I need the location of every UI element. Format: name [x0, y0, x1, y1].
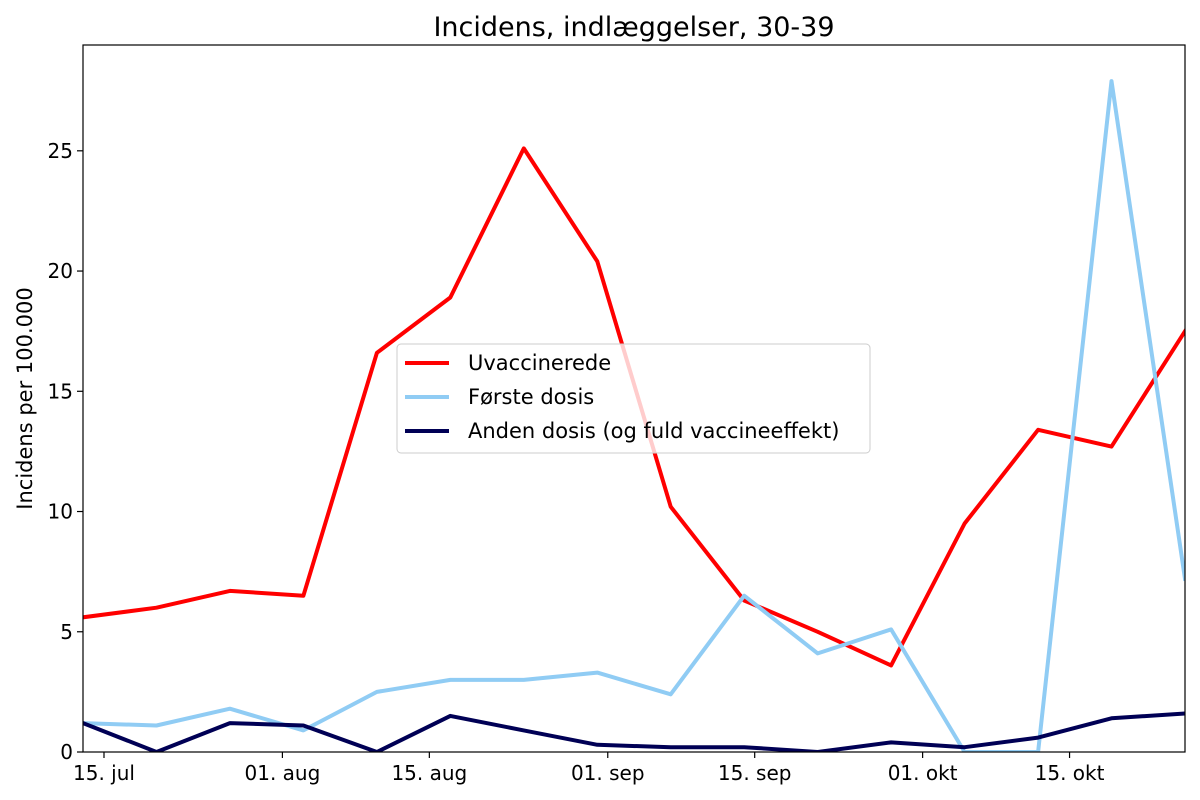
y-tick-label: 5 [60, 620, 73, 644]
series-line-3 [83, 711, 1185, 752]
x-tick-label: 01. aug [245, 761, 321, 785]
x-tick-label: 01. okt [888, 761, 958, 785]
x-tick-label: 01. sep [571, 761, 645, 785]
y-axis-ticks: 0 5 10 15 20 25 [48, 139, 83, 764]
series-line-2 [83, 79, 1185, 752]
y-tick-label: 0 [60, 740, 73, 764]
x-tick-label: 15. okt [1035, 761, 1105, 785]
y-tick-label: 10 [48, 500, 73, 524]
x-tick-label: 15. aug [391, 761, 467, 785]
legend-box [396, 343, 871, 454]
legend-label-2: Første dosis [468, 385, 594, 409]
y-tick-label: 25 [48, 139, 73, 163]
x-tick-label: 15. jul [73, 761, 135, 785]
legend: Uvaccinerede Første dosis Anden dosis (og … [396, 343, 871, 454]
y-tick-label: 20 [48, 259, 73, 283]
plot-frame [82, 44, 1186, 753]
legend-label-1: Uvaccinerede [468, 351, 611, 375]
x-axis-ticks: 15. jul 01. aug 15. aug 01. sep 15. sep 01. o… [73, 752, 1105, 785]
y-axis-label: Incidens per 100.000 [13, 287, 37, 509]
chart-title: Incidens, indlæggelser, 30-39 [433, 12, 834, 43]
y-tick-label: 15 [48, 379, 73, 403]
x-tick-label: 15. sep [718, 761, 792, 785]
legend-label-3: Anden dosis (og fuld vaccineeffekt) [468, 419, 839, 443]
